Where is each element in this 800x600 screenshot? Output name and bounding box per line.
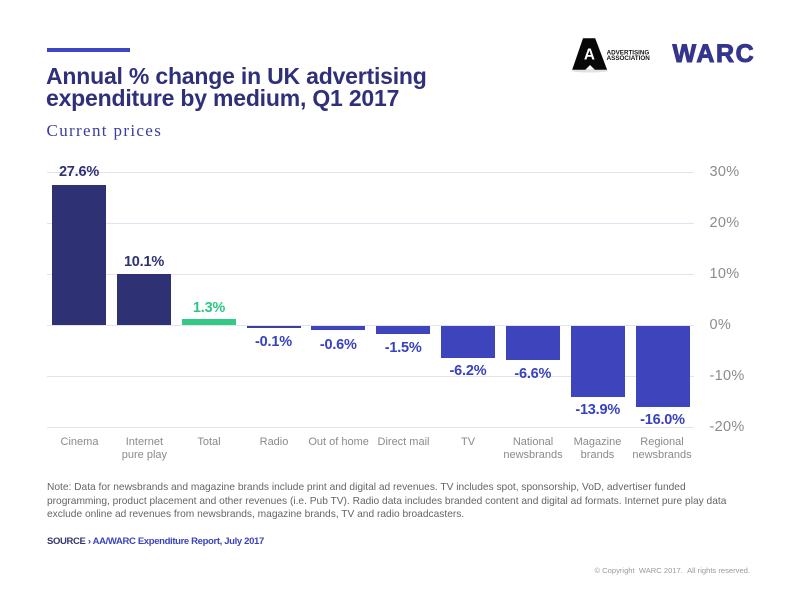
- svg-text:ASSOCIATION: ASSOCIATION: [607, 55, 650, 62]
- svg-text:ADVERTISING: ADVERTISING: [607, 49, 650, 56]
- svg-text:A: A: [584, 47, 595, 64]
